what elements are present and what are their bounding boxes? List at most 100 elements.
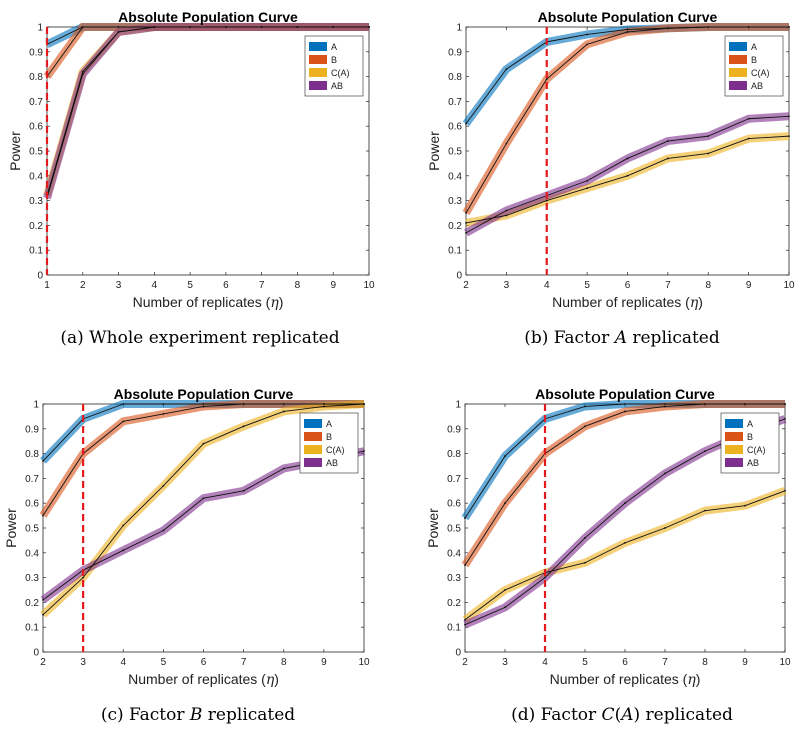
legend-swatch	[725, 458, 743, 467]
x-tick-label: 9	[742, 657, 748, 668]
data-point	[584, 561, 586, 564]
x-tick-label: 10	[779, 657, 791, 668]
data-point	[242, 425, 245, 428]
x-tick-label: 3	[116, 280, 122, 291]
y-tick-label: 0.8	[447, 449, 461, 460]
legend-swatch	[725, 432, 743, 441]
data-point	[42, 514, 44, 517]
legend-swatch	[304, 458, 322, 467]
data-point	[42, 599, 44, 601]
data-point	[788, 115, 790, 118]
y-tick-label: 0	[455, 648, 461, 659]
data-point	[788, 26, 790, 28]
y-tick-label: 0.5	[448, 147, 462, 158]
x-tick-label: 5	[187, 280, 193, 291]
legend-label: B	[326, 432, 332, 442]
y-tick-label: 0.7	[29, 97, 43, 108]
data-point	[464, 517, 466, 519]
data-point	[368, 26, 370, 28]
x-tick-label: 4	[544, 280, 550, 291]
data-point	[282, 410, 285, 413]
data-point	[322, 405, 325, 408]
data-point	[282, 403, 285, 405]
x-tick-label: 6	[223, 280, 229, 291]
legend-label: AB	[331, 81, 343, 91]
legend-label: C(A)	[751, 68, 770, 78]
x-tick-label: 6	[622, 657, 628, 668]
data-point	[584, 405, 586, 408]
legend-swatch	[304, 445, 322, 454]
legend-label: B	[747, 432, 753, 442]
x-tick-label: 3	[502, 657, 508, 668]
y-tick-label: 0.7	[448, 97, 462, 108]
data-point	[586, 179, 589, 182]
y-tick-label: 0.1	[25, 623, 39, 634]
x-tick-label: 2	[462, 657, 468, 668]
data-point	[322, 403, 325, 405]
legend-swatch	[725, 419, 743, 428]
y-tick-label: 0.6	[448, 122, 462, 133]
data-point	[242, 403, 245, 405]
data-point	[707, 26, 710, 28]
legend-label: AB	[747, 458, 759, 468]
legend-swatch	[309, 42, 327, 51]
y-tick-label: 1	[37, 23, 43, 34]
y-tick-label: 0	[37, 271, 43, 282]
data-point	[122, 403, 125, 405]
data-point	[202, 497, 205, 500]
y-tick-label: 0.2	[448, 221, 462, 232]
x-tick-label: 5	[582, 657, 588, 668]
data-point	[707, 152, 710, 155]
legend-label: C(A)	[326, 445, 345, 455]
y-tick-label: 0.2	[447, 598, 461, 609]
data-point	[747, 26, 750, 28]
y-tick-label: 0.9	[447, 424, 461, 435]
panel-caption: (a) Whole experiment replicated	[60, 328, 339, 348]
y-tick-label: 0	[456, 271, 462, 282]
x-tick-label: 2	[40, 657, 46, 668]
y-tick-label: 0	[33, 648, 39, 659]
y-tick-label: 0.8	[448, 72, 462, 83]
panel-caption: (c) Factor B replicated	[101, 705, 295, 725]
y-tick-label: 0.9	[29, 47, 43, 58]
x-tick-label: 7	[259, 280, 265, 291]
data-point	[624, 410, 626, 413]
data-point	[626, 174, 629, 177]
x-tick-label: 5	[584, 280, 590, 291]
data-point	[586, 187, 589, 190]
data-point	[363, 403, 365, 405]
data-point	[544, 576, 546, 579]
panel-caption: (d) Factor C(A) replicated	[511, 705, 733, 725]
legend-label: A	[331, 42, 337, 52]
data-point	[744, 504, 746, 507]
data-point	[42, 613, 44, 616]
x-tick-label: 9	[330, 280, 336, 291]
data-point	[545, 78, 548, 80]
data-point	[784, 403, 786, 405]
data-point	[296, 26, 299, 28]
y-axis-label: Power	[425, 508, 441, 548]
data-point	[122, 524, 125, 527]
y-tick-label: 0.3	[25, 573, 39, 584]
data-point	[242, 489, 245, 492]
data-point	[162, 484, 165, 487]
data-point	[624, 541, 626, 544]
data-point	[624, 502, 626, 505]
data-point	[744, 403, 746, 405]
data-point	[704, 509, 706, 512]
data-point	[626, 157, 629, 160]
legend-swatch	[309, 68, 327, 77]
x-tick-label: 10	[783, 280, 795, 291]
legend-swatch	[309, 55, 327, 64]
x-tick-label: 3	[80, 657, 86, 668]
x-tick-label: 2	[80, 280, 86, 291]
x-tick-label: 8	[705, 280, 711, 291]
data-point	[465, 222, 467, 224]
data-point	[260, 26, 263, 28]
y-tick-label: 0.2	[25, 598, 39, 609]
y-tick-label: 0.4	[29, 171, 43, 182]
legend-label: C(A)	[747, 445, 766, 455]
data-point	[465, 122, 467, 125]
data-point	[666, 140, 669, 142]
